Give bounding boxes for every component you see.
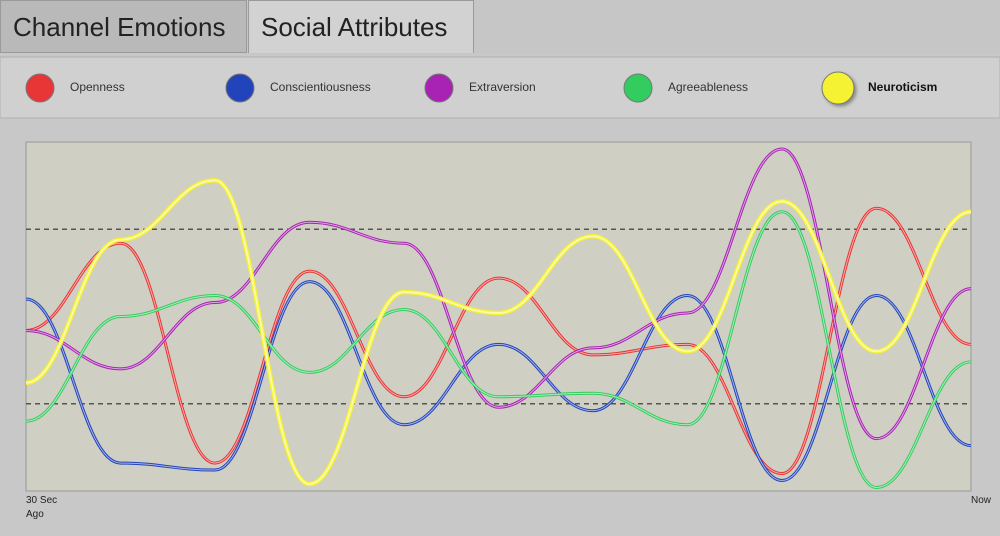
- x-tick-label: 30 Sec Ago: [26, 495, 58, 520]
- legend-label[interactable]: Openness: [70, 80, 125, 94]
- series-line-highlight: [25, 281, 972, 482]
- tab[interactable]: Channel Emotions: [0, 0, 247, 53]
- x-tick-label: Now: [970, 495, 991, 506]
- plot-area: [25, 141, 972, 492]
- legend-label[interactable]: Agreeableness: [668, 80, 749, 94]
- legend-swatch: [623, 73, 653, 103]
- legend-swatch: [225, 73, 255, 103]
- legend-label[interactable]: Conscientiousness: [270, 80, 371, 94]
- legend-swatch: [25, 73, 55, 103]
- legend-label[interactable]: Neuroticism: [868, 80, 938, 94]
- series-line-highlight: [25, 148, 972, 440]
- legend-swatch: [424, 73, 454, 103]
- series-line-highlight: [25, 211, 972, 489]
- legend-label[interactable]: Extraversion: [469, 80, 536, 94]
- legend-swatch: [821, 71, 855, 105]
- tab-active[interactable]: Social Attributes: [248, 0, 474, 53]
- series-line-highlight: [25, 207, 972, 475]
- series-line-highlight: [25, 179, 972, 485]
